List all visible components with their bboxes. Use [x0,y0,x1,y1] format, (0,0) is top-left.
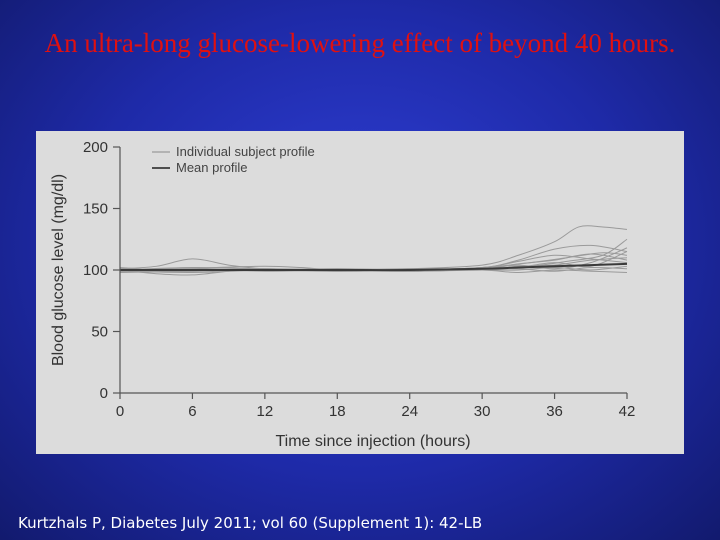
y-tick-label: 0 [100,385,108,402]
y-tick-label: 100 [83,262,108,279]
legend-label-individual: Individual subject profile [176,144,315,159]
x-tick-label: 36 [546,403,563,420]
x-ticks: 0 6 12 18 24 30 36 42 [116,393,636,420]
y-axis-label: Blood glucose level (mg/dl) [50,174,67,366]
x-tick-label: 0 [116,403,124,420]
x-axis-label: Time since injection (hours) [275,433,470,450]
y-tick-label: 150 [83,201,108,218]
x-tick-label: 12 [257,403,274,420]
legend-label-mean: Mean profile [176,160,248,175]
chart-panel: 0 50 100 150 200 0 6 12 18 24 30 36 42 Individual s… [36,131,684,454]
x-tick-label: 30 [474,403,491,420]
mean-profile-line [120,262,628,272]
x-tick-label: 18 [329,403,346,420]
glucose-line-chart: 0 50 100 150 200 0 6 12 18 24 30 36 42 Individual s… [50,139,636,450]
y-tick-label: 50 [91,324,108,341]
y-tick-label: 200 [83,139,108,156]
slide-title: An ultra-long glucose-lowering effect of… [44,28,676,58]
citation-footer: Kurtzhals P, Diabetes July 2011; vol 60 … [18,514,483,532]
y-ticks: 0 50 100 150 200 [83,139,120,402]
series-lines [119,225,628,276]
x-tick-label: 42 [619,403,636,420]
x-tick-label: 6 [188,403,196,420]
x-tick-label: 24 [401,403,418,420]
